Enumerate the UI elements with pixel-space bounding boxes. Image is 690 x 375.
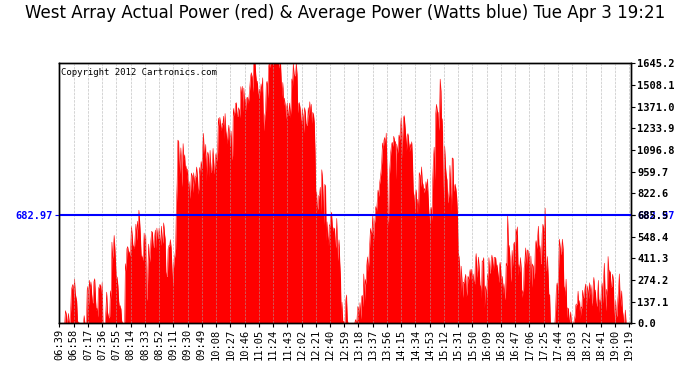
Text: West Array Actual Power (red) & Average Power (Watts blue) Tue Apr 3 19:21: West Array Actual Power (red) & Average …: [25, 4, 665, 22]
Text: Copyright 2012 Cartronics.com: Copyright 2012 Cartronics.com: [61, 69, 217, 78]
